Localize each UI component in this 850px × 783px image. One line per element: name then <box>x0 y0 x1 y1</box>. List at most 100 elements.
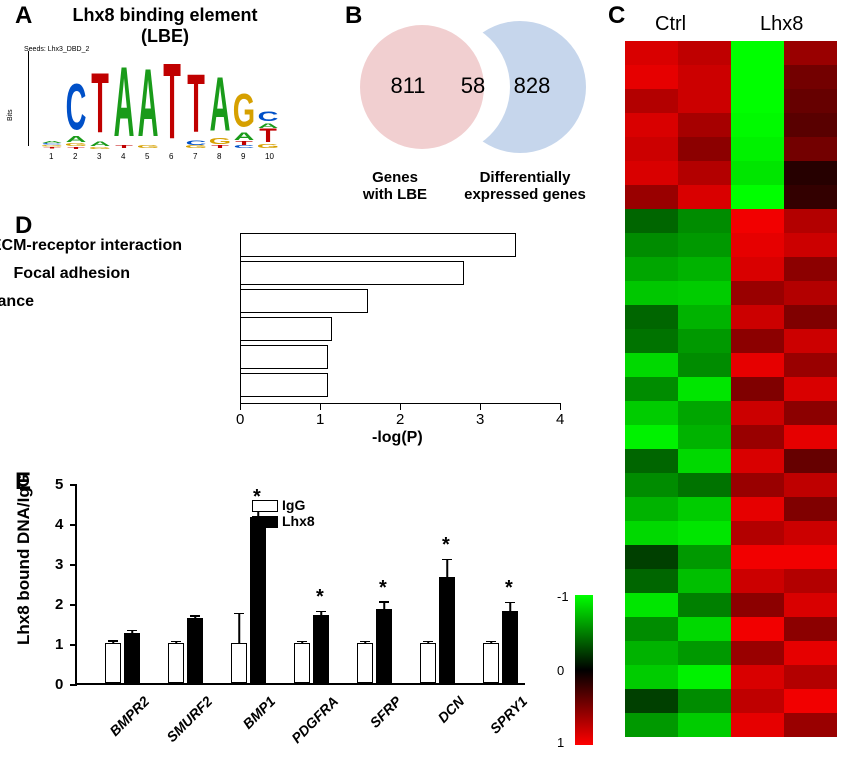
e-ytick <box>70 524 77 526</box>
venn-left-count: 811 <box>390 73 425 98</box>
heatmap-cell <box>678 521 731 545</box>
heatmap-cell <box>784 377 837 401</box>
heatmap-cell <box>784 161 837 185</box>
hbar-rect <box>240 317 332 341</box>
svg-text:G: G <box>65 143 87 147</box>
heatmap-cell <box>784 209 837 233</box>
heatmap-cell <box>731 569 784 593</box>
heatmap-cell <box>678 233 731 257</box>
heatmap-cell <box>625 41 678 65</box>
heatmap-cell <box>731 497 784 521</box>
hbar-label: Axon guidance <box>0 293 34 311</box>
heatmap-cell <box>678 689 731 713</box>
heatmap-cell <box>625 449 678 473</box>
hbar-rect <box>240 261 464 285</box>
venn-overlap-count: 58 <box>461 73 485 98</box>
error-cap <box>190 615 200 617</box>
error-bar <box>446 559 448 577</box>
heatmap-cell <box>625 281 678 305</box>
heatmap-cell <box>678 473 731 497</box>
e-ytick <box>70 484 77 486</box>
heatmap-cell <box>678 305 731 329</box>
heatmap-cell <box>784 65 837 89</box>
svg-text:A: A <box>234 132 255 141</box>
heatmap-cell <box>784 473 837 497</box>
hbar-yaxis <box>240 233 241 403</box>
logo-letter: G <box>256 144 280 149</box>
heatmap-cell <box>784 89 837 113</box>
heatmap-cell <box>784 401 837 425</box>
heatmap-cell <box>784 545 837 569</box>
hbar-tick <box>320 403 321 410</box>
error-cap <box>108 640 118 642</box>
heatmap-cell <box>625 209 678 233</box>
bar-igg <box>168 643 184 683</box>
svg-text:G: G <box>89 147 111 149</box>
hbar-row: Axon guidance <box>240 289 368 315</box>
error-cap <box>505 602 515 604</box>
logo-seed-label: Seeds: Lhx3_DBD_2 <box>24 46 89 53</box>
heatmap-cell <box>678 593 731 617</box>
logo-xposition: 4 <box>121 152 125 161</box>
heatmap-cell <box>731 113 784 137</box>
heatmap-cell <box>625 665 678 689</box>
logo-letter: G <box>232 92 256 131</box>
panel-c: Ctrl Lhx8 -1 0 1 <box>605 5 850 775</box>
logo-letter: T <box>88 70 112 141</box>
panel-b: 811 58 828 Geneswith LBE Differentiallye… <box>340 5 600 195</box>
heatmap-cell <box>625 65 678 89</box>
heatmap-cell <box>625 689 678 713</box>
heatmap-cell <box>784 353 837 377</box>
heatmap-cell <box>625 521 678 545</box>
heatmap-cell <box>784 425 837 449</box>
e-ytick <box>70 644 77 646</box>
bar-igg <box>294 643 310 683</box>
bar-igg <box>231 643 247 683</box>
hbar-label: Focal adhesion <box>14 265 130 283</box>
legend-igg-label: IgG <box>282 497 305 513</box>
logo-letter: T <box>64 147 88 149</box>
heatmap-cell <box>731 401 784 425</box>
logo-xposition: 3 <box>97 152 101 161</box>
svg-text:T: T <box>67 147 85 149</box>
logo-xposition: 6 <box>169 152 173 161</box>
error-cap <box>253 511 263 513</box>
e-yticklabel: 5 <box>55 476 63 493</box>
error-cap <box>316 611 326 613</box>
logo-letter: A <box>256 123 280 129</box>
svg-text:C: C <box>186 140 207 146</box>
heatmap-cell <box>731 713 784 737</box>
svg-text:G: G <box>233 92 255 131</box>
heatmap-cell <box>678 209 731 233</box>
heatmap-cell <box>731 617 784 641</box>
heatmap-cell <box>678 449 731 473</box>
heatmap-cell <box>731 641 784 665</box>
svg-text:G: G <box>41 145 63 147</box>
logo-letter: T <box>208 145 232 149</box>
logo-xposition: 7 <box>193 152 197 161</box>
heatmap-cell <box>731 305 784 329</box>
heatmap-cell <box>731 425 784 449</box>
svg-text:G: G <box>209 138 231 145</box>
heatmap-cell <box>625 497 678 521</box>
heatmap-cell <box>625 593 678 617</box>
bar-lhx8 <box>250 517 266 683</box>
significance-star: * <box>505 577 513 600</box>
e-yticklabel: 0 <box>55 676 63 693</box>
logo-letter: G <box>184 145 208 149</box>
significance-star: * <box>442 534 450 557</box>
logo-xposition: 8 <box>217 152 221 161</box>
heatmap-cell <box>678 65 731 89</box>
heatmap-cell <box>625 305 678 329</box>
heatmap-cell <box>731 665 784 689</box>
heatmap-cell <box>731 41 784 65</box>
logo-letter: G <box>40 145 64 147</box>
heatmap-cell <box>678 185 731 209</box>
heatmap-cell <box>784 257 837 281</box>
heatmap-cell <box>678 545 731 569</box>
hbar-ticklabel: 4 <box>556 411 564 428</box>
svg-text:T: T <box>115 145 133 149</box>
e-yticklabel: 1 <box>55 636 63 653</box>
heatmap-cell <box>678 113 731 137</box>
heatmap-cell <box>625 377 678 401</box>
